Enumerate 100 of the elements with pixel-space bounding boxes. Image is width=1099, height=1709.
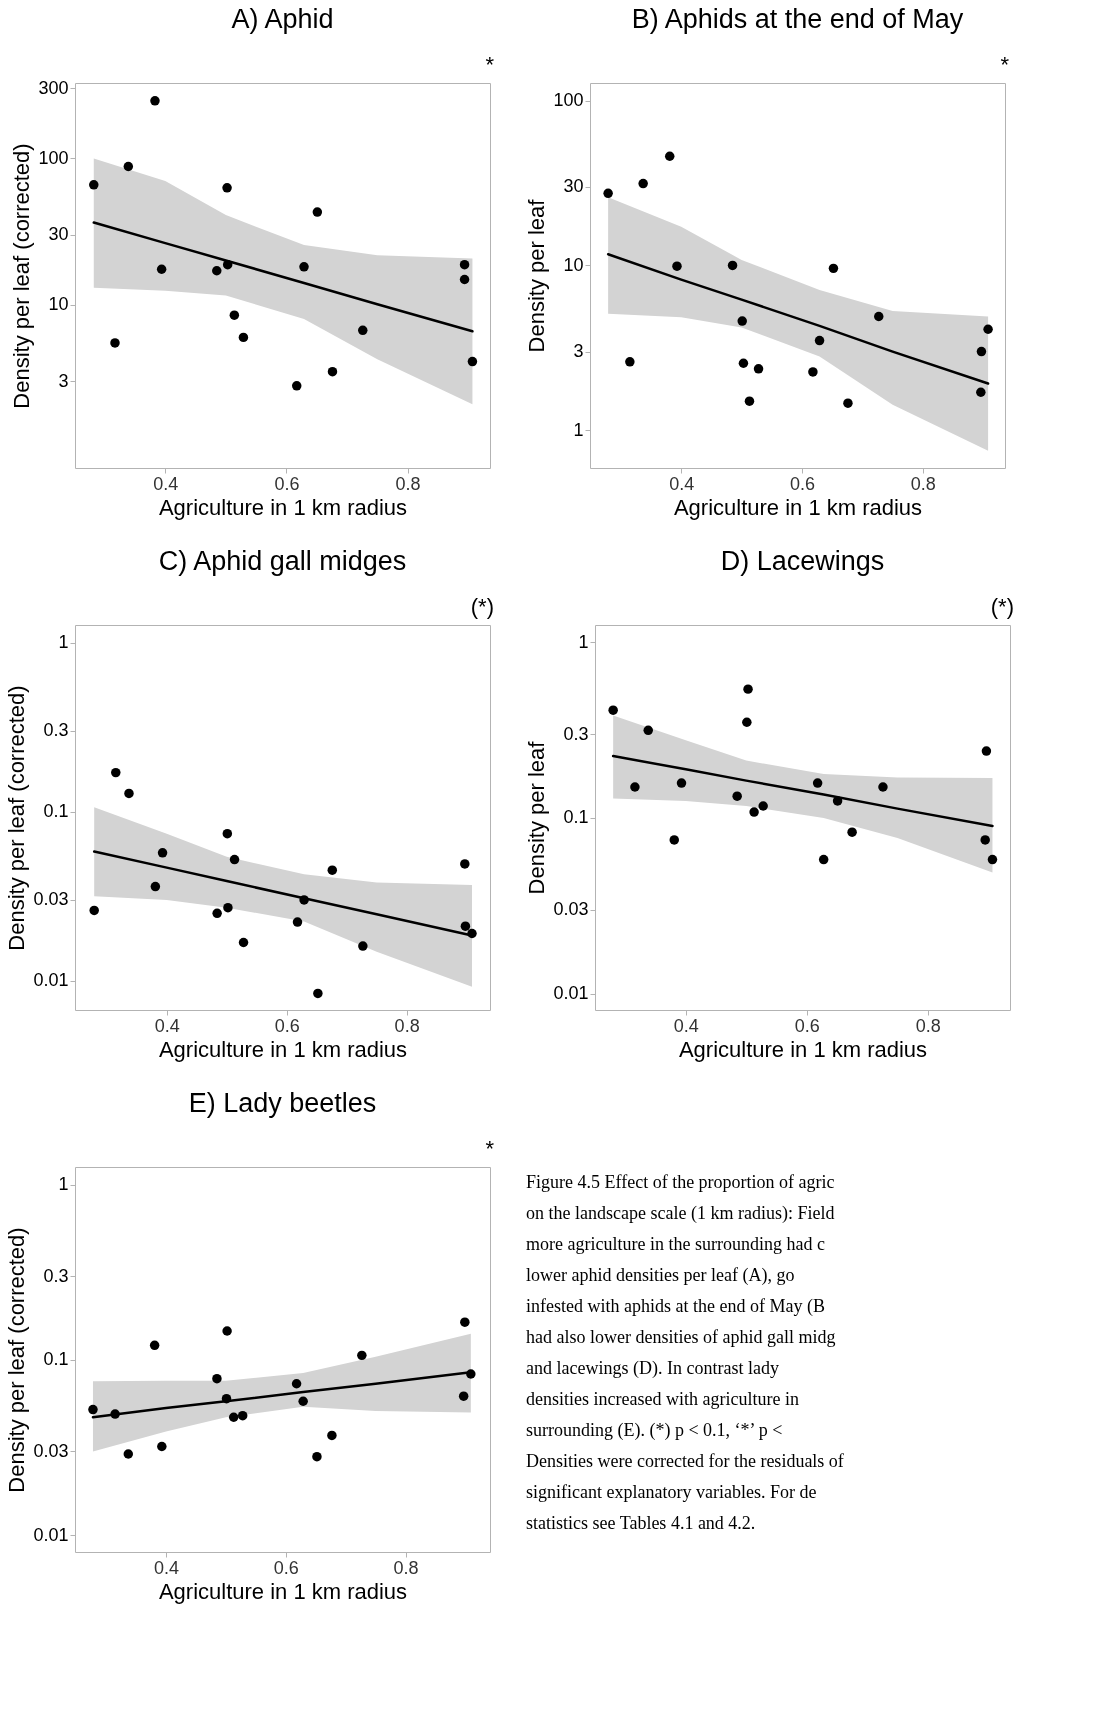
- text: *: [485, 1136, 495, 1161]
- point: [221, 1393, 232, 1404]
- point: [460, 1317, 470, 1327]
- text: infested with aphids at the end of May (B: [526, 1295, 825, 1317]
- point: [458, 1391, 469, 1401]
- point: [150, 881, 161, 892]
- point: [976, 387, 986, 397]
- point: [157, 848, 168, 858]
- point: [156, 264, 167, 274]
- x-tick-label: 0.8: [394, 1015, 420, 1036]
- y-tick-label: 1: [58, 632, 69, 653]
- y-tick-label: 3: [573, 341, 584, 362]
- point: [878, 782, 888, 792]
- y-tick-label: 0.1: [43, 1349, 69, 1370]
- text: (*): [990, 594, 1014, 619]
- y-tick-label: 30: [48, 224, 69, 245]
- point: [327, 1430, 337, 1441]
- x-tick-label: 0.4: [669, 473, 695, 494]
- line-series: [92, 221, 474, 333]
- chart-title: B) Aphids at the end of May: [631, 4, 964, 34]
- point: [298, 1396, 308, 1406]
- point: [753, 364, 764, 374]
- point: [229, 854, 240, 865]
- point: [222, 828, 233, 839]
- point: [742, 717, 752, 727]
- point: [843, 398, 853, 408]
- y-tick-label: 0.01: [33, 970, 69, 991]
- point: [669, 835, 679, 845]
- text: densities increased with agriculture in: [526, 1388, 799, 1409]
- point: [157, 1441, 167, 1452]
- x-axis-title: Agriculture in 1 km radius: [678, 1036, 928, 1062]
- x-tick-label: 0.6: [274, 473, 300, 494]
- point: [312, 1451, 322, 1462]
- point: [459, 259, 470, 270]
- chart-title: E) Lady beetles: [188, 1088, 377, 1118]
- caption: Figure 4.5 Effect of the proportion of agric: [526, 1171, 835, 1192]
- text: significant explanatory variables. For de: [526, 1481, 817, 1502]
- x-tick-label: 0.4: [673, 1015, 699, 1036]
- point: [327, 865, 338, 875]
- point: [608, 705, 618, 715]
- point: [212, 1373, 222, 1384]
- point: [299, 262, 309, 272]
- point: [291, 1379, 302, 1389]
- point: [111, 767, 121, 778]
- point: [466, 1369, 476, 1379]
- y-tick-label: 1: [573, 419, 584, 440]
- point: [812, 778, 823, 788]
- text: surrounding (E). (*) p < 0.1, ‘*’ p <: [526, 1419, 783, 1441]
- point: [874, 311, 884, 322]
- point: [467, 928, 477, 939]
- point: [828, 263, 839, 274]
- point: [228, 1412, 239, 1422]
- text: on the landscape scale (1 km radius): Field: [526, 1202, 835, 1224]
- point: [460, 921, 471, 931]
- point: [292, 917, 303, 927]
- point: [238, 937, 249, 948]
- point: [459, 274, 470, 285]
- point: [238, 332, 249, 343]
- x-tick-label: 0.6: [274, 1015, 300, 1036]
- y-tick-label: 300: [38, 77, 69, 98]
- point: [672, 261, 682, 271]
- y-tick-label: 0.3: [43, 720, 69, 741]
- text: *: [1000, 52, 1010, 77]
- y-tick-label: 0.3: [563, 723, 589, 744]
- point: [222, 1326, 232, 1336]
- y-tick-label: 0.01: [553, 983, 589, 1004]
- y-tick-label: 0.3: [43, 1265, 69, 1286]
- y-tick-label: 0.1: [43, 801, 69, 822]
- y-axis-title: Density per leaf: [524, 198, 550, 353]
- chart-title: C) Aphid gall midges: [158, 546, 407, 576]
- text: statistics see Tables 4.1 and 4.2.: [526, 1512, 756, 1533]
- point: [460, 859, 470, 869]
- point: [738, 358, 749, 368]
- text: *: [485, 52, 495, 77]
- point: [732, 791, 742, 801]
- line-series: [611, 754, 994, 828]
- point: [110, 338, 120, 348]
- x-axis-title: Agriculture in 1 km radius: [158, 1036, 408, 1062]
- point: [312, 207, 323, 217]
- point: [727, 260, 738, 271]
- y-tick-label: 0.03: [33, 1440, 69, 1461]
- point: [212, 266, 222, 276]
- y-axis-title: Density per leaf (corrected): [4, 685, 30, 951]
- x-axis-title: Agriculture in 1 km radius: [158, 494, 408, 520]
- point: [737, 316, 747, 326]
- point: [676, 778, 687, 788]
- text: Densities were corrected for the residuals of: [526, 1450, 844, 1471]
- line-series: [606, 252, 990, 385]
- point: [110, 1409, 120, 1419]
- point: [467, 356, 478, 367]
- point: [983, 324, 993, 334]
- y-tick-label: 100: [553, 90, 584, 111]
- text: lower aphid densities per leaf (A), go: [526, 1264, 795, 1286]
- point: [603, 188, 613, 199]
- point: [124, 788, 134, 799]
- point: [981, 746, 992, 756]
- point: [123, 161, 134, 172]
- x-tick-label: 0.8: [915, 1015, 941, 1036]
- point: [89, 905, 99, 916]
- x-axis-title: Agriculture in 1 km radius: [673, 494, 923, 520]
